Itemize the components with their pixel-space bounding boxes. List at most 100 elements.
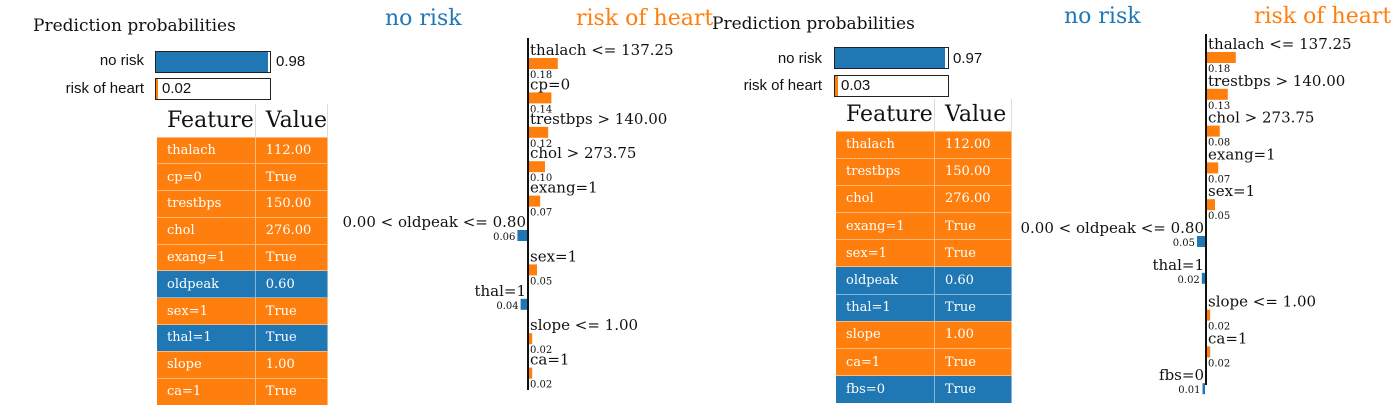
- table-header-row: Feature Value: [157, 104, 329, 137]
- feature-cell: exang=1: [836, 212, 935, 240]
- category-label: exang=1: [530, 179, 598, 197]
- prediction-probabilities-title: Prediction probabilities: [712, 14, 915, 34]
- category-label: slope <= 1.00: [1208, 293, 1316, 311]
- value-label: 0.05: [530, 276, 552, 287]
- value-label: 0.06: [493, 232, 515, 243]
- value-label: 0.13: [1208, 101, 1230, 112]
- feature-value-table-1: Feature Value thalach 112.00 cp=0 True trest…: [157, 104, 329, 405]
- value-cell: True: [934, 212, 1012, 240]
- value-label: 0.01: [1178, 385, 1200, 395]
- value-cell: True: [255, 243, 329, 271]
- bar: [529, 367, 533, 379]
- feature-value-table-2: Feature Value thalach 112.00 trestbps 150.0…: [836, 99, 1012, 403]
- table-row: ca=1 True: [157, 377, 329, 405]
- table-row: trestbps 150.00: [836, 157, 1012, 186]
- value-label: 0.05: [1173, 238, 1195, 249]
- prob-value-risk: 0.02: [162, 80, 192, 97]
- bar: [1207, 162, 1219, 174]
- category-label: thal=1: [474, 282, 526, 300]
- bar: [529, 58, 558, 69]
- bar: [1207, 346, 1211, 358]
- feature-cell: ca=1: [836, 347, 935, 376]
- header-no-risk: no risk: [1064, 4, 1141, 29]
- value-label: 0.18: [530, 70, 552, 81]
- bar: [529, 333, 533, 345]
- value-cell: 0.60: [255, 270, 329, 298]
- value-cell: True: [934, 239, 1012, 267]
- value-label: 0.08: [1208, 138, 1230, 149]
- category-label: slope <= 1.00: [530, 316, 638, 334]
- category-label: chol > 273.75: [1208, 109, 1314, 127]
- feature-cell: chol: [836, 184, 935, 213]
- feature-cell: trestbps: [836, 157, 935, 186]
- feature-cell: ca=1: [157, 377, 256, 405]
- prob-fill-no-risk: [156, 52, 268, 72]
- value-cell: 1.00: [934, 320, 1012, 349]
- prob-fill-no-risk: [835, 48, 945, 68]
- prob-label-no-risk: no risk: [777, 50, 822, 67]
- table-row: oldpeak 0.60: [157, 270, 329, 298]
- table-row: oldpeak 0.60: [836, 266, 1012, 295]
- category-label: trestbps > 140.00: [1208, 72, 1345, 90]
- value-cell: 276.00: [934, 184, 1012, 213]
- prob-label-risk: risk of heart: [65, 80, 144, 97]
- value-label: 0.02: [530, 380, 552, 391]
- category-label: cp=0: [530, 75, 570, 93]
- value-cell: True: [934, 375, 1012, 403]
- prob-fill-risk: [835, 76, 839, 96]
- value-label: 0.10: [530, 173, 552, 184]
- category-label: fbs=0: [1159, 366, 1204, 384]
- prob-bar-no-risk: [155, 51, 271, 73]
- prob-value-risk: 0.03: [841, 77, 871, 94]
- table-row: sex=1 True: [836, 239, 1012, 267]
- table-row: chol 276.00: [836, 184, 1012, 213]
- prob-bar-risk: 0.02: [155, 78, 271, 100]
- category-label: ca=1: [530, 351, 569, 369]
- prob-value-no-risk: 0.98: [276, 53, 306, 70]
- feature-cell: oldpeak: [157, 270, 256, 298]
- table-row: cp=0 True: [157, 163, 329, 191]
- category-label: ca=1: [1208, 329, 1247, 347]
- value-label: 0.02: [530, 345, 552, 356]
- category-label: 0.00 < oldpeak <= 0.80: [342, 213, 526, 231]
- value-cell: 150.00: [255, 190, 329, 218]
- table-row: thalach 112.00: [836, 130, 1012, 159]
- column-header-feature: Feature: [836, 99, 935, 131]
- feature-cell: sex=1: [157, 297, 256, 325]
- table-header-row: Feature Value: [836, 99, 1012, 131]
- feature-cell: thal=1: [836, 293, 935, 322]
- prob-bar-no-risk: [834, 47, 949, 69]
- prediction-probabilities-title: Prediction probabilities: [33, 16, 236, 36]
- category-label: sex=1: [1208, 182, 1255, 200]
- value-label: 0.12: [530, 139, 552, 150]
- category-label: sex=1: [530, 247, 577, 265]
- feature-cell: trestbps: [157, 190, 256, 218]
- category-label: thalach <= 137.25: [530, 41, 674, 59]
- table-row: chol 276.00: [157, 216, 329, 245]
- bar: [1207, 199, 1215, 211]
- category-label: 0.00 < oldpeak <= 0.80: [1020, 219, 1204, 237]
- feature-cell: oldpeak: [836, 266, 935, 295]
- value-cell: True: [255, 377, 329, 405]
- value-label: 0.05: [1208, 211, 1230, 222]
- table-row: thalach 112.00: [157, 136, 329, 164]
- bar: [1207, 309, 1211, 321]
- table-row: sex=1 True: [157, 297, 329, 325]
- prob-fill-risk: [156, 79, 159, 99]
- category-label: thal=1: [1152, 256, 1204, 274]
- table-row: fbs=0 True: [836, 375, 1012, 403]
- feature-cell: chol: [157, 216, 256, 245]
- prob-bar-risk: 0.03: [834, 75, 949, 97]
- table-row: exang=1 True: [836, 212, 1012, 240]
- bar: [1201, 272, 1205, 284]
- column-header-feature: Feature: [157, 104, 256, 137]
- value-cell: 150.00: [934, 157, 1012, 186]
- bar: [529, 195, 541, 207]
- value-cell: 112.00: [255, 136, 329, 164]
- table-row: ca=1 True: [836, 347, 1012, 376]
- column-header-value: Value: [255, 104, 329, 137]
- feature-cell: exang=1: [157, 243, 256, 271]
- feature-cell: fbs=0: [836, 375, 935, 403]
- table-row: trestbps 150.00: [157, 190, 329, 218]
